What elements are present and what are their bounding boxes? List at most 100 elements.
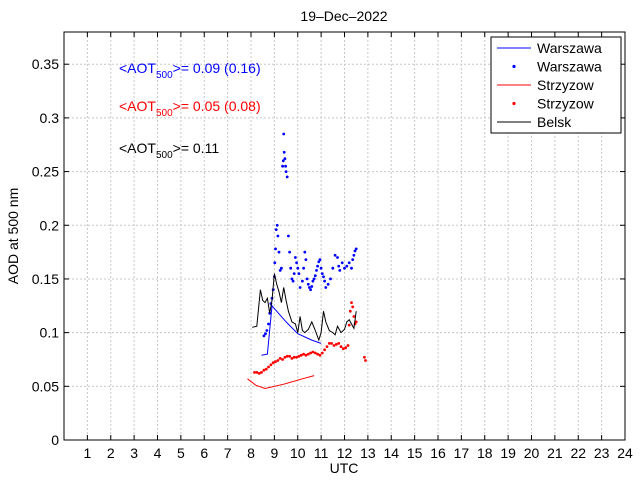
data-point bbox=[331, 266, 335, 270]
data-point bbox=[269, 363, 273, 367]
data-point bbox=[281, 159, 285, 163]
x-tick-label: 7 bbox=[224, 445, 232, 461]
data-point bbox=[282, 150, 286, 154]
data-point bbox=[296, 266, 300, 270]
y-tick-label: 0.05 bbox=[32, 378, 59, 394]
x-tick-label: 23 bbox=[594, 445, 610, 461]
data-point bbox=[278, 357, 282, 360]
data-point bbox=[318, 353, 322, 357]
data-point bbox=[333, 253, 337, 257]
data-point bbox=[320, 351, 324, 355]
data-point bbox=[334, 343, 338, 346]
data-point bbox=[346, 344, 350, 347]
data-point bbox=[287, 234, 290, 238]
data-point bbox=[352, 253, 356, 257]
x-tick-label: 4 bbox=[154, 445, 162, 461]
x-tick-label: 22 bbox=[570, 445, 586, 461]
data-point bbox=[299, 353, 303, 357]
legend-label: Strzyzow bbox=[537, 96, 595, 112]
data-point bbox=[311, 350, 315, 354]
data-point bbox=[332, 344, 336, 347]
data-point bbox=[316, 352, 319, 356]
data-point bbox=[292, 272, 296, 275]
series-strzyzow-line bbox=[247, 375, 315, 390]
data-point bbox=[351, 258, 355, 261]
y-axis-label: AOD at 500 nm bbox=[5, 188, 21, 285]
data-point bbox=[319, 266, 323, 270]
data-point bbox=[255, 371, 259, 374]
series-layer bbox=[247, 132, 367, 390]
data-point bbox=[338, 269, 342, 272]
aot-annotation: <AOT500>= 0.11 bbox=[119, 140, 219, 161]
x-tick-label: 24 bbox=[617, 445, 633, 461]
legend-item: Belsk bbox=[497, 114, 572, 130]
y-tick-label: 0.1 bbox=[40, 325, 60, 341]
series-strzyzow-dots bbox=[253, 301, 367, 375]
legend-item: Warszawa bbox=[512, 59, 602, 75]
legend-item: Warszawa bbox=[497, 40, 602, 56]
data-point bbox=[295, 355, 298, 359]
data-point bbox=[281, 358, 284, 361]
series-belsk-line bbox=[252, 273, 357, 342]
data-point bbox=[351, 305, 355, 309]
data-point bbox=[262, 334, 266, 338]
data-point bbox=[304, 258, 308, 261]
data-point bbox=[304, 353, 308, 357]
data-point bbox=[302, 352, 305, 356]
data-point bbox=[316, 264, 319, 268]
data-point bbox=[354, 247, 358, 251]
x-tick-label: 14 bbox=[383, 445, 399, 461]
x-tick-label: 17 bbox=[454, 445, 470, 461]
data-point bbox=[267, 365, 270, 369]
y-tick-label: 0.25 bbox=[32, 164, 59, 180]
x-axis-label: UTC bbox=[330, 460, 359, 476]
legend: Warszawa Warszawa Strzyzow Strzyzow Belsk bbox=[490, 36, 622, 134]
legend-label: Warszawa bbox=[537, 40, 602, 56]
data-point bbox=[275, 223, 279, 227]
x-tick-label: 6 bbox=[200, 445, 208, 461]
data-point bbox=[292, 355, 296, 359]
data-point bbox=[326, 282, 330, 286]
data-point bbox=[262, 368, 266, 372]
data-point bbox=[306, 282, 310, 286]
data-point bbox=[273, 261, 277, 265]
data-point bbox=[264, 367, 268, 371]
data-point bbox=[352, 315, 356, 318]
data-point bbox=[345, 264, 349, 268]
data-point bbox=[337, 264, 341, 268]
data-point bbox=[271, 361, 275, 365]
data-point bbox=[354, 320, 358, 324]
legend-dot-swatch bbox=[512, 64, 516, 69]
grid bbox=[64, 32, 626, 441]
y-tick-label: 0.3 bbox=[40, 110, 60, 126]
y-tick-label: 0.35 bbox=[32, 56, 59, 72]
data-point bbox=[282, 132, 286, 136]
data-point bbox=[283, 157, 287, 161]
data-point bbox=[274, 228, 278, 232]
x-tick-label: 12 bbox=[337, 445, 353, 461]
series-warszawa-dots bbox=[262, 132, 358, 338]
data-point bbox=[276, 234, 280, 238]
data-point bbox=[330, 342, 333, 345]
data-point bbox=[284, 170, 288, 174]
x-tick-label: 11 bbox=[314, 445, 329, 461]
data-point bbox=[267, 322, 270, 326]
data-point bbox=[291, 279, 295, 283]
data-point bbox=[364, 359, 367, 362]
data-point bbox=[318, 258, 322, 261]
data-point bbox=[290, 277, 294, 281]
x-tick-label: 10 bbox=[290, 445, 306, 461]
data-point bbox=[260, 371, 263, 374]
data-point bbox=[325, 345, 329, 348]
y-tick-label: 0.2 bbox=[40, 217, 60, 233]
data-point bbox=[323, 279, 326, 283]
data-point bbox=[310, 285, 314, 288]
data-point bbox=[305, 277, 309, 281]
data-point bbox=[303, 250, 307, 254]
data-point bbox=[301, 279, 304, 283]
data-point bbox=[313, 274, 317, 278]
series-warszawa-line bbox=[261, 304, 322, 356]
data-point bbox=[264, 332, 267, 336]
x-tick-label: 1 bbox=[83, 445, 91, 461]
x-tick-label: 18 bbox=[477, 445, 493, 461]
